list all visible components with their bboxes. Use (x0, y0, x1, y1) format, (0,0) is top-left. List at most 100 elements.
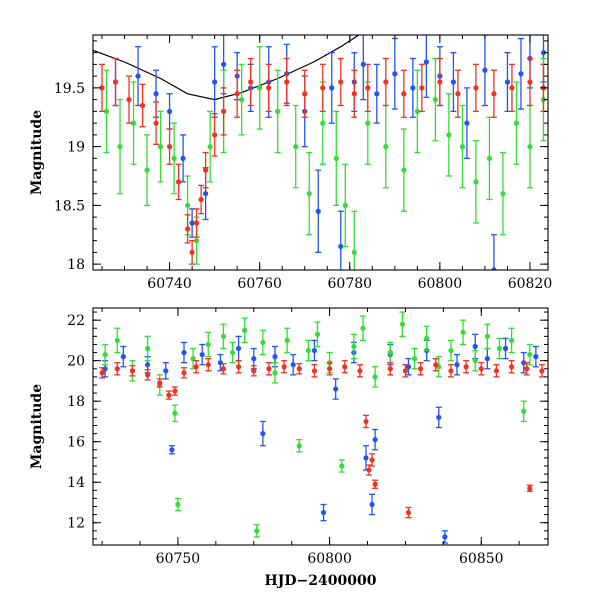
bottom-axes-frame (92, 307, 549, 546)
top-series-2-point (418, 63, 425, 113)
top-series-2-point (400, 69, 407, 118)
top-y-tick-label: 18 (67, 257, 85, 273)
bottom-y-tick-label: 20 (67, 354, 85, 370)
bottom-series-0-point (181, 341, 187, 364)
bottom-series-1-point (205, 331, 212, 358)
bottom-series-1-point (114, 327, 121, 354)
bottom-series-1-point (272, 362, 278, 384)
bottom-series-1-point (229, 341, 236, 364)
bottom-series-2-point (402, 364, 409, 378)
top-series-2-point (184, 214, 191, 244)
top-series-1-point (144, 134, 151, 207)
top-series-0-point (517, 37, 524, 110)
bottom-series-0-point (199, 343, 206, 366)
bottom-series-2-point (250, 365, 257, 377)
top-series-0-point (315, 169, 322, 254)
bottom-series-2-point (193, 360, 200, 374)
bottom-series-0-point (363, 445, 369, 471)
bottom-series-1-point (520, 400, 527, 423)
bottom-x-tick-label: 60750 (156, 551, 201, 567)
top-series-2-point (189, 239, 196, 265)
bottom-series-2-point (265, 362, 272, 376)
bottom-series-2-point (326, 362, 333, 376)
bottom-series-0-point (250, 347, 257, 370)
bottom-series-1-point (102, 343, 109, 366)
bottom-series-2-point (508, 360, 515, 374)
bottom-series-0-point (484, 347, 491, 370)
top-series-1-point (117, 98, 124, 195)
top-series-2-point (337, 57, 344, 107)
top-series-0-point (337, 210, 344, 270)
top-series-2-point (247, 57, 254, 107)
bottom-series-2-point (432, 357, 439, 372)
bottom-series-2-point (341, 360, 348, 374)
top-series-0-point (463, 87, 470, 160)
top-series-1-point (432, 57, 439, 142)
bottom-series-1-point (220, 323, 227, 350)
bottom-series-1-point (484, 323, 491, 350)
bottom-series-1-point (508, 327, 515, 354)
top-series-2-point (351, 69, 358, 118)
top-series-2-point (166, 128, 173, 165)
top-series-2-point (508, 63, 515, 113)
bottom-series-0-point (162, 362, 169, 380)
bottom-series-0-point (320, 503, 327, 522)
bottom-y-axis-label: Magnitude (29, 384, 45, 469)
top-panel: 60740 60760 60780 60800 60820 18 18.5 19 19.5 Mag… (29, 34, 552, 292)
bottom-series-1-point (399, 311, 406, 338)
bottom-series-2-point (220, 363, 227, 375)
top-series-1-point (499, 151, 506, 236)
top-series-2-point (198, 184, 205, 215)
bottom-series-0-point (168, 445, 175, 455)
bottom-y-tick-label: 18 (67, 394, 85, 410)
top-axes-frame (92, 34, 549, 271)
bottom-series-2 (99, 357, 545, 519)
bottom-series-1-point (253, 524, 260, 538)
top-series-0-point (481, 35, 488, 107)
top-series-0-point (490, 234, 497, 270)
bottom-x-axis-label: HJD−2400000 (265, 573, 377, 589)
bottom-series-2-point (538, 364, 545, 378)
bottom-series-2-point (156, 378, 163, 388)
top-series-1-point (400, 128, 407, 212)
bottom-series-1-point (259, 329, 266, 356)
bottom-y-tick-label: 16 (67, 435, 85, 451)
top-series-2-point (193, 208, 200, 238)
bottom-series-1-point (174, 497, 181, 512)
top-x-tick-label: 60760 (237, 276, 282, 292)
top-series-2-point (454, 69, 461, 118)
bottom-series-2-point (281, 360, 288, 374)
bottom-series-2-point (296, 363, 303, 375)
bottom-series-0 (102, 333, 539, 544)
top-series-2-point (301, 69, 308, 118)
bottom-series-2-point (205, 357, 212, 372)
top-series-1-point (274, 69, 281, 154)
bottom-y-tick-label: 14 (67, 475, 85, 491)
top-series-1-point (472, 140, 479, 224)
bottom-series-0-point (235, 335, 242, 362)
bottom-series-1-point (171, 404, 178, 423)
bottom-series-2-point (523, 362, 530, 376)
bottom-series-1-point (314, 321, 321, 348)
bottom-series-1-point (472, 349, 479, 372)
bottom-series-1-point (359, 315, 366, 342)
bottom-panel: 60750 60800 60850 12 14 16 18 20 22 Magnitude HJD−… (29, 307, 549, 589)
top-plot-area (93, 35, 547, 270)
top-series-1-point (157, 110, 164, 183)
bottom-series-1-point (350, 333, 357, 360)
bottom-series-0-point (520, 351, 527, 374)
bottom-series-2-point (387, 362, 394, 376)
top-series-1-point (256, 46, 263, 130)
top-series-2-point (472, 63, 479, 113)
top-series-0-point (450, 51, 457, 113)
bottom-series-2-point (181, 367, 187, 379)
bottom-series-0-point (311, 339, 318, 362)
top-series-1-point (238, 63, 245, 136)
top-y-tick-label: 18.5 (54, 198, 85, 214)
top-series-1-point (103, 69, 110, 154)
bottom-series-0-point (405, 357, 412, 376)
top-series-0-point (373, 63, 380, 124)
bottom-series-1-point (447, 339, 454, 362)
bottom-series-2-point (363, 414, 369, 429)
top-series-0-point (391, 37, 398, 110)
